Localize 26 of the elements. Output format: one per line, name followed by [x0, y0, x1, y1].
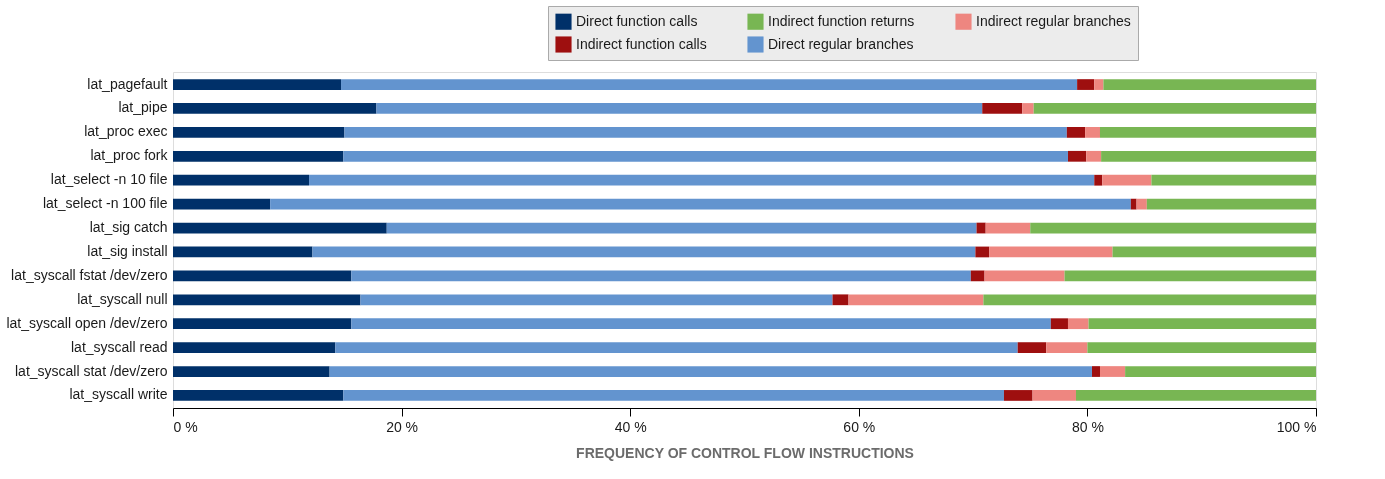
x-tick-label: 20 % [386, 418, 419, 435]
y-tick-label: lat_syscall fstat /dev/zero [11, 266, 168, 283]
x-axis-title: FREQUENCY OF CONTROL FLOW INSTRUCTIONS [576, 444, 914, 461]
y-tick-label: lat_pagefault [87, 75, 168, 92]
y-tick-label: lat_syscall stat /dev/zero [14, 362, 168, 379]
y-tick-label: lat_syscall write [69, 386, 168, 403]
legend-label: Indirect function calls [576, 35, 707, 52]
legend-label: Direct function calls [576, 12, 698, 29]
x-tick-label: 0 % [173, 418, 198, 435]
y-tick-label: lat_select -n 100 file [42, 195, 168, 212]
y-tick-label: lat_sig install [87, 242, 168, 259]
legend-label: Direct regular branches [768, 35, 914, 52]
y-tick-label: lat_proc fork [90, 147, 169, 164]
y-tick-label: lat_sig catch [89, 219, 168, 236]
x-tick-label: 60 % [843, 418, 876, 435]
legend-label: Indirect function returns [768, 12, 915, 29]
y-tick-label: lat_select -n 10 file [50, 171, 168, 188]
y-tick-label: lat_syscall null [77, 290, 168, 307]
y-tick-label: lat_syscall read [71, 338, 168, 355]
y-tick-label: lat_pipe [118, 99, 168, 116]
legend-label: Indirect regular branches [976, 12, 1131, 29]
y-tick-label: lat_syscall open /dev/zero [6, 314, 168, 331]
x-tick-label: 100 % [1276, 418, 1317, 435]
x-tick-label: 40 % [614, 418, 647, 435]
x-tick-label: 80 % [1071, 418, 1104, 435]
y-tick-label: lat_proc exec [84, 123, 168, 140]
